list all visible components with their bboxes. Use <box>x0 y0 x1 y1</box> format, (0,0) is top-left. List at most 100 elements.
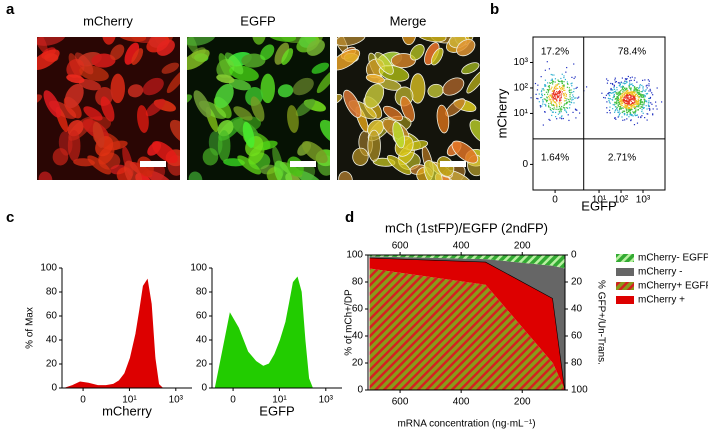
density-dot <box>647 104 650 106</box>
density-dot <box>626 88 628 90</box>
density-dot <box>618 85 620 87</box>
density-dot <box>562 117 564 120</box>
density-dot <box>543 89 545 91</box>
density-dot <box>626 111 628 113</box>
density-dot <box>623 87 626 90</box>
density-dot <box>546 61 548 63</box>
density-dot <box>541 96 543 99</box>
cell <box>311 62 330 74</box>
density-dot <box>648 107 650 110</box>
y-tick-label: 60 <box>46 311 58 322</box>
density-dot <box>625 89 627 91</box>
density-dot <box>631 95 633 97</box>
density-dot <box>633 86 636 88</box>
density-dot <box>560 80 563 82</box>
density-dot <box>630 105 632 107</box>
density-dot <box>614 117 616 120</box>
density-dot <box>570 83 572 85</box>
density-dot <box>542 100 544 102</box>
density-dot <box>633 95 635 98</box>
density-dot <box>642 96 644 98</box>
density-dot <box>640 93 642 95</box>
cell <box>292 77 314 96</box>
density-dot <box>552 81 555 83</box>
density-dot <box>560 102 562 104</box>
density-dot <box>565 103 567 105</box>
density-dot <box>575 97 577 99</box>
density-dot <box>626 81 628 83</box>
density-dot <box>630 93 632 95</box>
density-dot <box>553 101 556 103</box>
y-tick-label: 40 <box>352 331 364 342</box>
density-dot <box>630 96 632 98</box>
density-dot <box>568 91 571 94</box>
density-dot <box>559 107 561 109</box>
density-dot <box>564 97 566 99</box>
density-dot <box>546 89 549 91</box>
density-dot <box>625 93 627 95</box>
density-dot <box>639 100 641 102</box>
density-dot <box>538 93 540 95</box>
scale-bar <box>440 161 466 167</box>
density-dot <box>544 79 547 81</box>
density-dot <box>627 95 629 97</box>
density-dot <box>560 118 563 120</box>
density-dot <box>606 101 608 103</box>
density-dot <box>638 104 640 106</box>
cell <box>187 94 193 106</box>
density-dot <box>558 102 560 104</box>
density-dot <box>636 91 638 93</box>
density-dot <box>624 97 627 99</box>
density-dot <box>628 91 630 94</box>
x-tick-label: 10³ <box>636 195 651 206</box>
density-dot <box>624 113 626 115</box>
density-dot <box>612 96 614 99</box>
density-dot <box>572 98 574 101</box>
micrograph <box>337 37 480 180</box>
image-title: EGFP <box>240 13 275 28</box>
y-axis-label: mCherry <box>494 88 509 138</box>
density-dot <box>641 104 644 106</box>
density-dot <box>563 87 565 89</box>
density-dot <box>619 92 621 95</box>
density-dot <box>645 89 647 91</box>
cell <box>100 96 115 122</box>
cell <box>392 121 405 149</box>
density-dot <box>635 87 637 89</box>
density-dot <box>627 106 629 108</box>
density-dot <box>564 78 567 81</box>
density-dot <box>541 105 543 107</box>
density-dot <box>560 95 562 97</box>
density-dot <box>556 91 558 93</box>
cell <box>252 37 267 45</box>
density-dot <box>554 85 556 87</box>
density-dot <box>554 116 557 118</box>
density-dot <box>629 97 631 99</box>
density-dot <box>644 96 646 98</box>
density-dot <box>615 118 617 120</box>
density-dot <box>623 114 626 116</box>
density-dot <box>616 89 618 91</box>
density-dot <box>562 85 564 87</box>
density-dot <box>641 106 643 108</box>
cell <box>415 37 447 43</box>
stacked-area <box>369 257 565 390</box>
density-dot <box>640 104 642 106</box>
density-dot <box>610 89 612 91</box>
density-dot <box>656 108 658 110</box>
legend-label: mCherry+ EGFP+ <box>638 281 708 292</box>
density-dot <box>620 104 622 106</box>
density-dot <box>562 106 565 108</box>
density-dot <box>620 107 622 109</box>
density-dot <box>639 103 641 105</box>
density-dot <box>655 101 657 103</box>
density-dot <box>553 89 555 92</box>
density-dot <box>542 88 544 90</box>
density-dot <box>661 101 663 103</box>
density-dot <box>561 73 563 75</box>
density-dot <box>550 102 552 104</box>
density-dot <box>632 104 634 106</box>
density-dot <box>625 94 627 97</box>
density-dot <box>630 79 632 82</box>
density-dot <box>547 82 549 84</box>
